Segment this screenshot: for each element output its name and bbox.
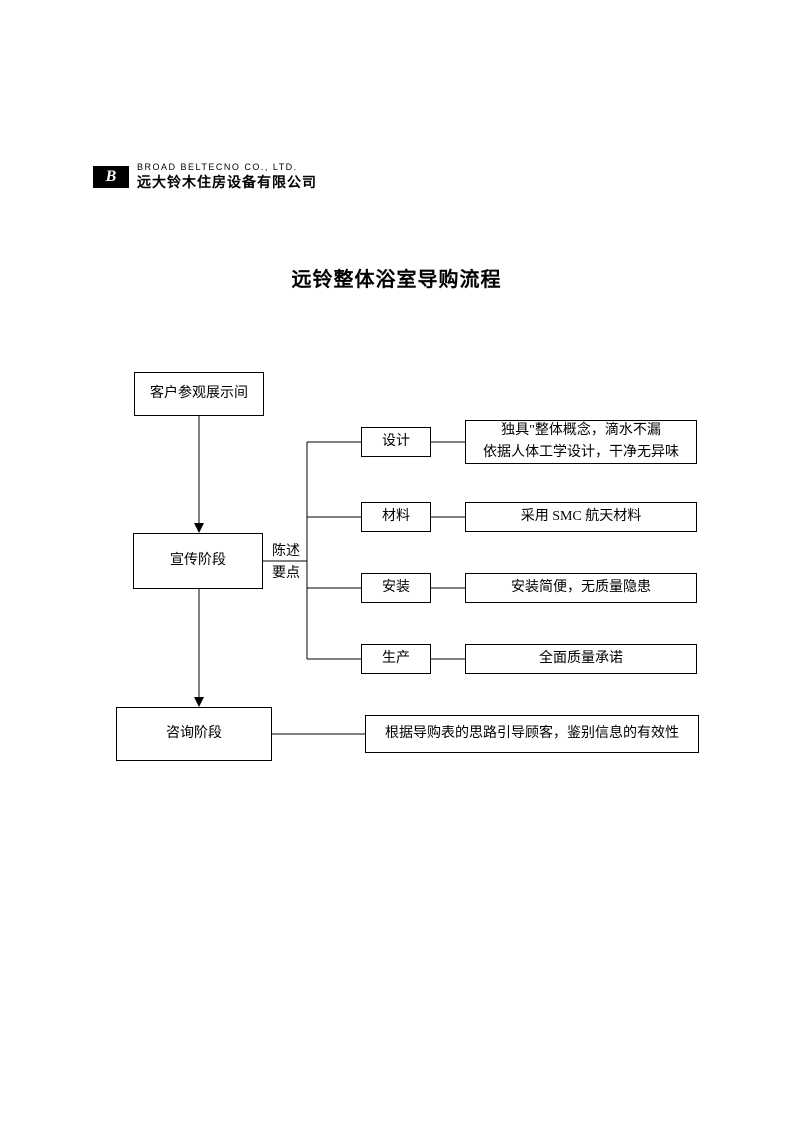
node-material-desc: 采用 SMC 航天材料 — [465, 502, 697, 532]
node-promotion-stage: 宣传阶段 — [133, 533, 263, 589]
node-produce-desc: 全面质量承诺 — [465, 644, 697, 674]
node-consult-stage: 咨询阶段 — [116, 707, 272, 761]
node-material: 材料 — [361, 502, 431, 532]
node-install-desc: 安装简便，无质量隐患 — [465, 573, 697, 603]
node-produce: 生产 — [361, 644, 431, 674]
node-customer-visit: 客户参观展示间 — [134, 372, 264, 416]
branch-label: 陈述 要点 — [268, 541, 304, 586]
flowchart: 陈述 要点 客户参观展示间宣传阶段咨询阶段 设计 独具"整体概念，滴水不漏依据人体工… — [0, 0, 793, 1122]
node-consult-desc: 根据导购表的思路引导顾客，鉴别信息的有效性 — [365, 715, 699, 753]
node-design-desc: 独具"整体概念，滴水不漏依据人体工学设计，干净无异味 — [465, 420, 697, 464]
node-install: 安装 — [361, 573, 431, 603]
branch-label-line2: 要点 — [272, 566, 300, 581]
connector-lines — [0, 0, 793, 1122]
node-design: 设计 — [361, 427, 431, 457]
branch-label-line1: 陈述 — [272, 544, 300, 559]
